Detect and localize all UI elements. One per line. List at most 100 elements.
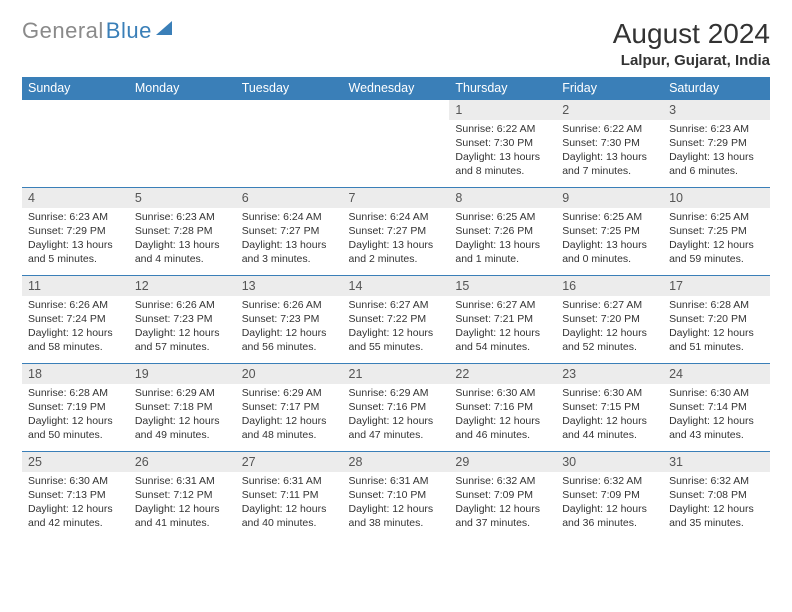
day-number: 10: [663, 188, 770, 208]
sunset-text: Sunset: 7:10 PM: [349, 489, 444, 503]
calendar-cell: 23Sunrise: 6:30 AMSunset: 7:15 PMDayligh…: [556, 364, 663, 452]
sunset-text: Sunset: 7:29 PM: [28, 225, 123, 239]
sunset-text: Sunset: 7:09 PM: [455, 489, 550, 503]
sunset-text: Sunset: 7:15 PM: [562, 401, 657, 415]
sunset-text: Sunset: 7:11 PM: [242, 489, 337, 503]
sunset-text: Sunset: 7:29 PM: [669, 137, 764, 151]
day-number: 27: [236, 452, 343, 472]
calendar-cell: 8Sunrise: 6:25 AMSunset: 7:26 PMDaylight…: [449, 188, 556, 276]
sunset-text: Sunset: 7:26 PM: [455, 225, 550, 239]
daylight-text: Daylight: 13 hours and 6 minutes.: [669, 151, 764, 179]
daylight-text: Daylight: 12 hours and 51 minutes.: [669, 327, 764, 355]
weekday-header: Monday: [129, 77, 236, 100]
calendar-week-row: 11Sunrise: 6:26 AMSunset: 7:24 PMDayligh…: [22, 276, 770, 364]
sunset-text: Sunset: 7:27 PM: [242, 225, 337, 239]
day-number: 5: [129, 188, 236, 208]
location-label: Lalpur, Gujarat, India: [613, 52, 770, 69]
sunset-text: Sunset: 7:22 PM: [349, 313, 444, 327]
sunset-text: Sunset: 7:17 PM: [242, 401, 337, 415]
sunset-text: Sunset: 7:25 PM: [562, 225, 657, 239]
sunrise-text: Sunrise: 6:26 AM: [28, 299, 123, 313]
day-number: 24: [663, 364, 770, 384]
calendar-cell: 17Sunrise: 6:28 AMSunset: 7:20 PMDayligh…: [663, 276, 770, 364]
day-number: 3: [663, 100, 770, 120]
daylight-text: Daylight: 12 hours and 41 minutes.: [135, 503, 230, 531]
day-content: Sunrise: 6:29 AMSunset: 7:17 PMDaylight:…: [236, 384, 343, 446]
day-content: Sunrise: 6:24 AMSunset: 7:27 PMDaylight:…: [236, 208, 343, 270]
day-content: Sunrise: 6:32 AMSunset: 7:09 PMDaylight:…: [556, 472, 663, 534]
calendar-week-row: 25Sunrise: 6:30 AMSunset: 7:13 PMDayligh…: [22, 452, 770, 540]
day-number: 4: [22, 188, 129, 208]
daylight-text: Daylight: 12 hours and 57 minutes.: [135, 327, 230, 355]
sunrise-text: Sunrise: 6:25 AM: [669, 211, 764, 225]
daylight-text: Daylight: 12 hours and 42 minutes.: [28, 503, 123, 531]
day-number: 19: [129, 364, 236, 384]
sunrise-text: Sunrise: 6:29 AM: [135, 387, 230, 401]
day-number: 13: [236, 276, 343, 296]
day-content: Sunrise: 6:23 AMSunset: 7:28 PMDaylight:…: [129, 208, 236, 270]
calendar-cell: 1Sunrise: 6:22 AMSunset: 7:30 PMDaylight…: [449, 100, 556, 188]
day-content: Sunrise: 6:23 AMSunset: 7:29 PMDaylight:…: [22, 208, 129, 270]
calendar-cell: 13Sunrise: 6:26 AMSunset: 7:23 PMDayligh…: [236, 276, 343, 364]
calendar-cell: 4Sunrise: 6:23 AMSunset: 7:29 PMDaylight…: [22, 188, 129, 276]
daylight-text: Daylight: 13 hours and 2 minutes.: [349, 239, 444, 267]
day-content: Sunrise: 6:29 AMSunset: 7:18 PMDaylight:…: [129, 384, 236, 446]
day-number: 14: [343, 276, 450, 296]
day-content: Sunrise: 6:22 AMSunset: 7:30 PMDaylight:…: [556, 120, 663, 182]
day-number: [22, 100, 129, 120]
sunrise-text: Sunrise: 6:25 AM: [455, 211, 550, 225]
calendar-cell: [129, 100, 236, 188]
sunset-text: Sunset: 7:19 PM: [28, 401, 123, 415]
day-content: Sunrise: 6:27 AMSunset: 7:20 PMDaylight:…: [556, 296, 663, 358]
daylight-text: Daylight: 13 hours and 7 minutes.: [562, 151, 657, 179]
daylight-text: Daylight: 12 hours and 44 minutes.: [562, 415, 657, 443]
day-number: 29: [449, 452, 556, 472]
calendar-cell: 16Sunrise: 6:27 AMSunset: 7:20 PMDayligh…: [556, 276, 663, 364]
sunset-text: Sunset: 7:23 PM: [135, 313, 230, 327]
daylight-text: Daylight: 13 hours and 8 minutes.: [455, 151, 550, 179]
brand-logo: GeneralBlue: [22, 18, 172, 44]
weekday-header: Friday: [556, 77, 663, 100]
sunrise-text: Sunrise: 6:23 AM: [669, 123, 764, 137]
daylight-text: Daylight: 12 hours and 43 minutes.: [669, 415, 764, 443]
day-number: 15: [449, 276, 556, 296]
sunrise-text: Sunrise: 6:31 AM: [242, 475, 337, 489]
sunset-text: Sunset: 7:16 PM: [455, 401, 550, 415]
daylight-text: Daylight: 13 hours and 1 minute.: [455, 239, 550, 267]
sunrise-text: Sunrise: 6:29 AM: [349, 387, 444, 401]
day-number: [343, 100, 450, 120]
daylight-text: Daylight: 12 hours and 40 minutes.: [242, 503, 337, 531]
calendar-cell: 2Sunrise: 6:22 AMSunset: 7:30 PMDaylight…: [556, 100, 663, 188]
day-content: Sunrise: 6:22 AMSunset: 7:30 PMDaylight:…: [449, 120, 556, 182]
brand-part1: General: [22, 18, 104, 44]
sunrise-text: Sunrise: 6:22 AM: [455, 123, 550, 137]
weekday-header: Saturday: [663, 77, 770, 100]
calendar-cell: 20Sunrise: 6:29 AMSunset: 7:17 PMDayligh…: [236, 364, 343, 452]
sunrise-text: Sunrise: 6:24 AM: [242, 211, 337, 225]
sunrise-text: Sunrise: 6:27 AM: [455, 299, 550, 313]
daylight-text: Daylight: 12 hours and 37 minutes.: [455, 503, 550, 531]
daylight-text: Daylight: 12 hours and 47 minutes.: [349, 415, 444, 443]
calendar-cell: 3 Sunrise: 6:23 AMSunset: 7:29 PMDaylight…: [663, 100, 770, 188]
day-number: 12: [129, 276, 236, 296]
day-content: Sunrise: 6:26 AMSunset: 7:23 PMDaylight:…: [129, 296, 236, 358]
daylight-text: Daylight: 12 hours and 54 minutes.: [455, 327, 550, 355]
sunset-text: Sunset: 7:28 PM: [135, 225, 230, 239]
calendar-cell: 26Sunrise: 6:31 AMSunset: 7:12 PMDayligh…: [129, 452, 236, 540]
sunrise-text: Sunrise: 6:32 AM: [455, 475, 550, 489]
calendar-cell: 15Sunrise: 6:27 AMSunset: 7:21 PMDayligh…: [449, 276, 556, 364]
calendar-cell: 9Sunrise: 6:25 AMSunset: 7:25 PMDaylight…: [556, 188, 663, 276]
sunrise-text: Sunrise: 6:30 AM: [28, 475, 123, 489]
day-content: Sunrise: 6:32 AMSunset: 7:09 PMDaylight:…: [449, 472, 556, 534]
day-content: Sunrise: 6:29 AMSunset: 7:16 PMDaylight:…: [343, 384, 450, 446]
title-block: August 2024 Lalpur, Gujarat, India: [613, 18, 770, 69]
calendar-cell: 7Sunrise: 6:24 AMSunset: 7:27 PMDaylight…: [343, 188, 450, 276]
calendar-table: SundayMondayTuesdayWednesdayThursdayFrid…: [22, 77, 770, 540]
calendar-cell: 10Sunrise: 6:25 AMSunset: 7:25 PMDayligh…: [663, 188, 770, 276]
calendar-week-row: 1Sunrise: 6:22 AMSunset: 7:30 PMDaylight…: [22, 100, 770, 188]
sunrise-text: Sunrise: 6:25 AM: [562, 211, 657, 225]
sunrise-text: Sunrise: 6:31 AM: [349, 475, 444, 489]
day-number: 31: [663, 452, 770, 472]
sunrise-text: Sunrise: 6:30 AM: [455, 387, 550, 401]
calendar-week-row: 18Sunrise: 6:28 AMSunset: 7:19 PMDayligh…: [22, 364, 770, 452]
